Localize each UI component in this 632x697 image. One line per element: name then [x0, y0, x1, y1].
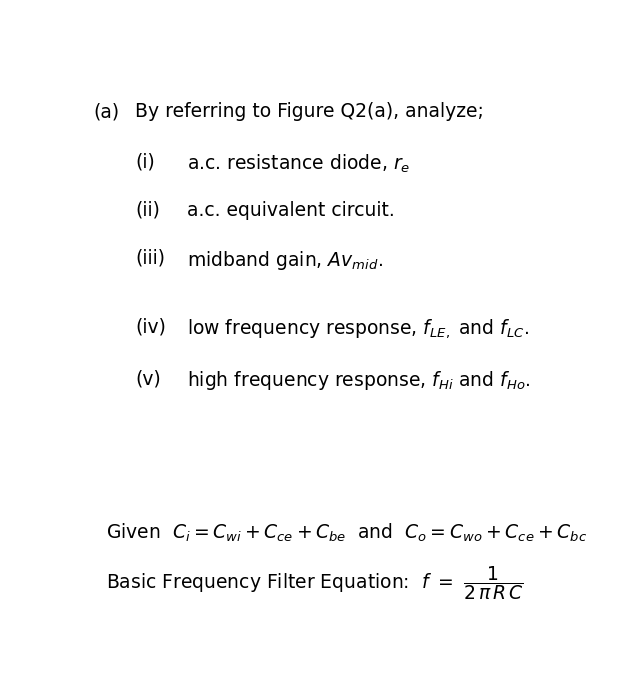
Text: (i): (i)	[135, 153, 155, 171]
Text: (v): (v)	[135, 369, 161, 388]
Text: Basic Frequency Filter Equation:  $f \ = \ \dfrac{1}{2\,\pi\, R\, C}$: Basic Frequency Filter Equation: $f \ = …	[106, 564, 523, 602]
Text: (a): (a)	[94, 102, 120, 121]
Text: Given  $C_i = C_{wi} + C_{ce} + C_{be}$  and  $C_o = C_{wo} + C_{ce} + C_{bc}$: Given $C_i = C_{wi} + C_{ce} + C_{be}$ a…	[106, 522, 587, 544]
Text: (iv): (iv)	[135, 317, 166, 336]
Text: (iii): (iii)	[135, 249, 166, 268]
Text: By referring to Figure Q2(a), analyze;: By referring to Figure Q2(a), analyze;	[135, 102, 484, 121]
Text: a.c. equivalent circuit.: a.c. equivalent circuit.	[187, 201, 394, 220]
Text: low frequency response, $f_{LE,}$ and $f_{LC}.$: low frequency response, $f_{LE,}$ and $f…	[187, 317, 529, 340]
Text: a.c. resistance diode, $r_e$: a.c. resistance diode, $r_e$	[187, 153, 410, 175]
Text: midband gain, $\mathit{Av}_{mid}.$: midband gain, $\mathit{Av}_{mid}.$	[187, 249, 383, 272]
Text: high frequency response, $f_{Hi}$ and $f_{Ho}.$: high frequency response, $f_{Hi}$ and $f…	[187, 369, 530, 392]
Text: (ii): (ii)	[135, 201, 160, 220]
